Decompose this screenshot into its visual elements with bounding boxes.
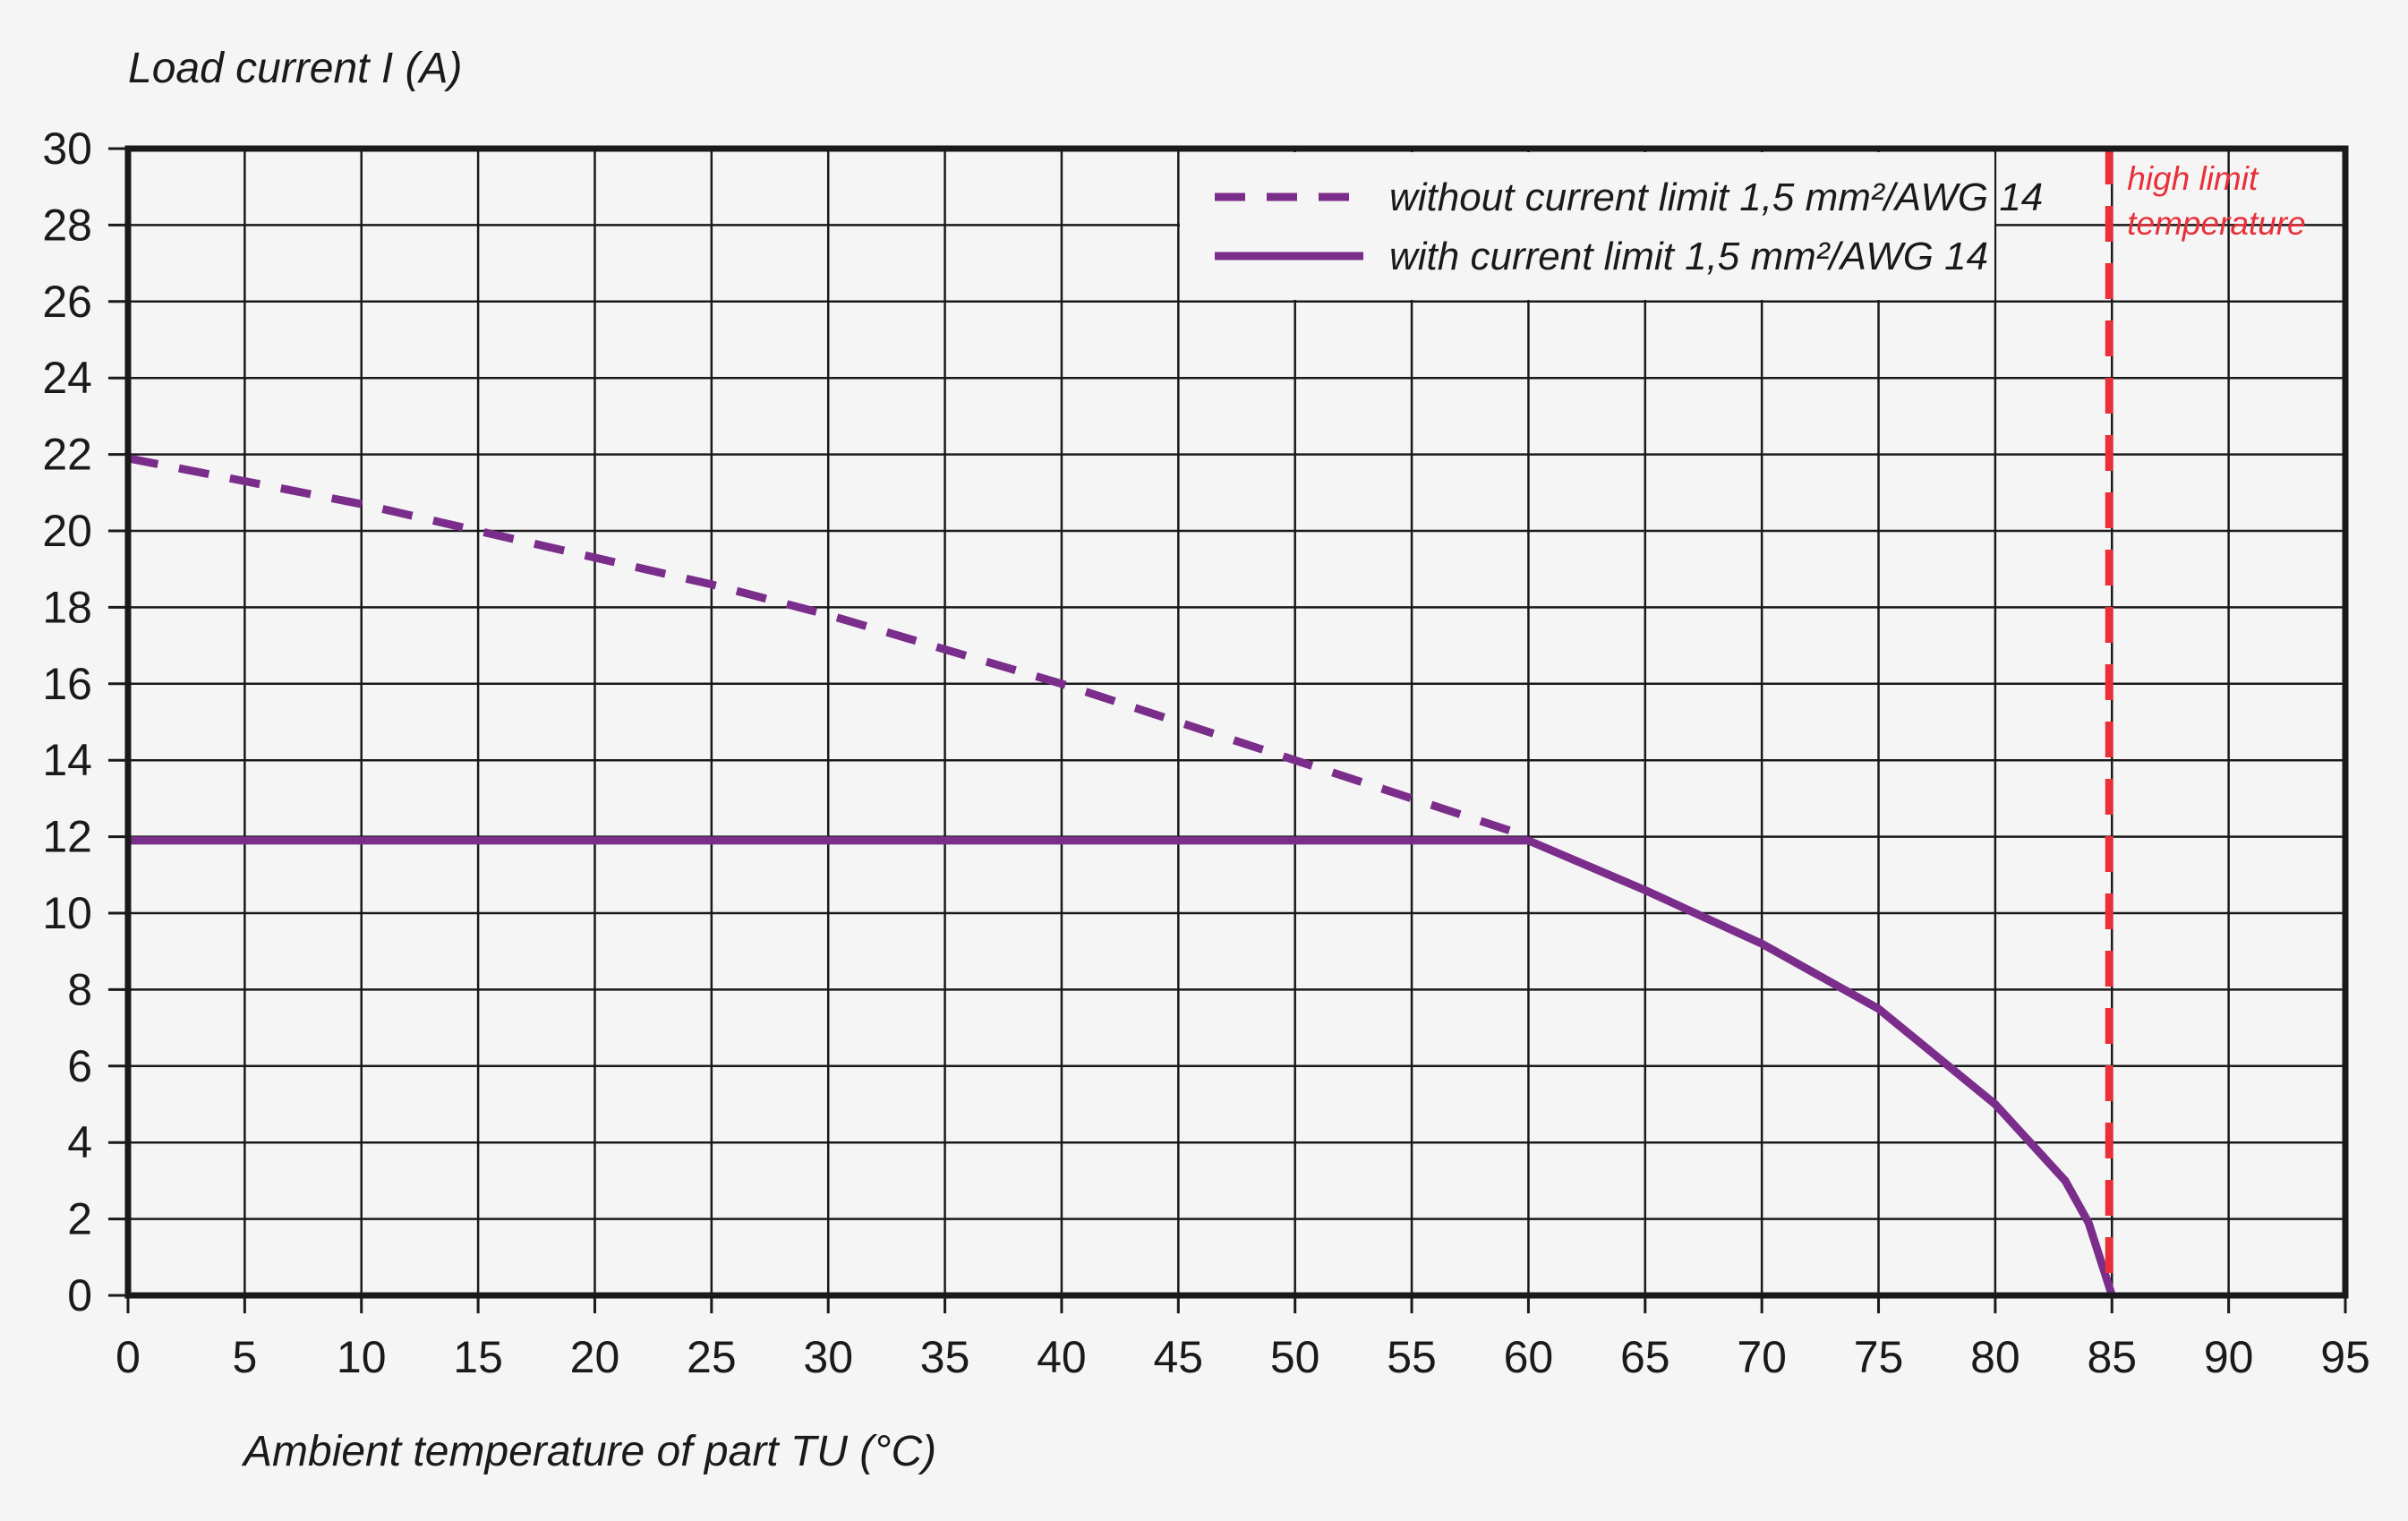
y-tick-label: 6 — [67, 1041, 92, 1091]
x-tick-label: 80 — [1970, 1332, 2020, 1382]
series-line-without-limit — [127, 454, 1530, 841]
y-tick-label: 8 — [67, 964, 92, 1014]
y-tick-label: 26 — [42, 277, 92, 327]
y-tick-label: 12 — [42, 812, 92, 862]
y-tick-label: 16 — [42, 659, 92, 709]
x-tick-label: 15 — [453, 1332, 503, 1382]
y-tick-label: 0 — [67, 1270, 92, 1320]
plot-frame — [124, 145, 2349, 1299]
x-tick-label: 45 — [1154, 1332, 1204, 1382]
x-tick-label: 35 — [920, 1332, 970, 1382]
legend: without current limit 1,5 mm²/AWG 14 with… — [1180, 152, 2043, 300]
x-tick-label: 40 — [1037, 1332, 1087, 1382]
legend-label: with current limit 1,5 mm²/AWG 14 — [1389, 235, 1988, 278]
x-tick-label: 30 — [803, 1332, 853, 1382]
legend-label: without current limit 1,5 mm²/AWG 14 — [1389, 175, 2043, 219]
x-tick-label: 90 — [2204, 1332, 2254, 1382]
x-tick-label: 25 — [687, 1332, 737, 1382]
x-tick-label: 70 — [1737, 1332, 1787, 1382]
x-tick-label: 85 — [2087, 1332, 2137, 1382]
x-axis-title: Ambient temperature of part TU (°C) — [241, 1428, 936, 1475]
x-tick-label: 65 — [1620, 1332, 1670, 1382]
x-axis-ticks: 0 5 10 15 20 25 30 35 40 45 50 55 60 65 70 75 80 85 90 95 — [115, 1295, 2370, 1382]
series-line-with-limit — [128, 836, 2116, 1297]
y-tick-label: 24 — [42, 353, 92, 403]
x-tick-label: 20 — [570, 1332, 620, 1382]
x-tick-label: 75 — [1854, 1332, 1904, 1382]
high-limit-marker: high limit temperature — [2105, 149, 2306, 1295]
y-tick-label: 18 — [42, 582, 92, 632]
y-tick-label: 4 — [67, 1117, 92, 1167]
x-tick-label: 55 — [1387, 1332, 1437, 1382]
series-layer — [127, 454, 2116, 1297]
x-tick-label: 10 — [337, 1332, 387, 1382]
y-tick-label: 14 — [42, 735, 92, 785]
grid — [126, 147, 2347, 1297]
high-limit-label: temperature — [2127, 205, 2306, 242]
y-tick-label: 22 — [42, 430, 92, 480]
y-tick-label: 10 — [42, 888, 92, 938]
x-tick-label: 95 — [2320, 1332, 2370, 1382]
x-tick-label: 60 — [1504, 1332, 1554, 1382]
x-tick-label: 0 — [115, 1332, 141, 1382]
y-axis-title: Load current I (A) — [128, 45, 463, 92]
x-tick-label: 50 — [1270, 1332, 1320, 1382]
y-tick-label: 30 — [42, 124, 92, 174]
y-tick-label: 2 — [67, 1194, 92, 1244]
y-tick-label: 28 — [42, 200, 92, 250]
legend-box — [1180, 152, 1994, 300]
x-tick-label: 5 — [232, 1332, 257, 1382]
y-tick-label: 20 — [42, 506, 92, 556]
high-limit-label: high limit — [2127, 160, 2259, 197]
